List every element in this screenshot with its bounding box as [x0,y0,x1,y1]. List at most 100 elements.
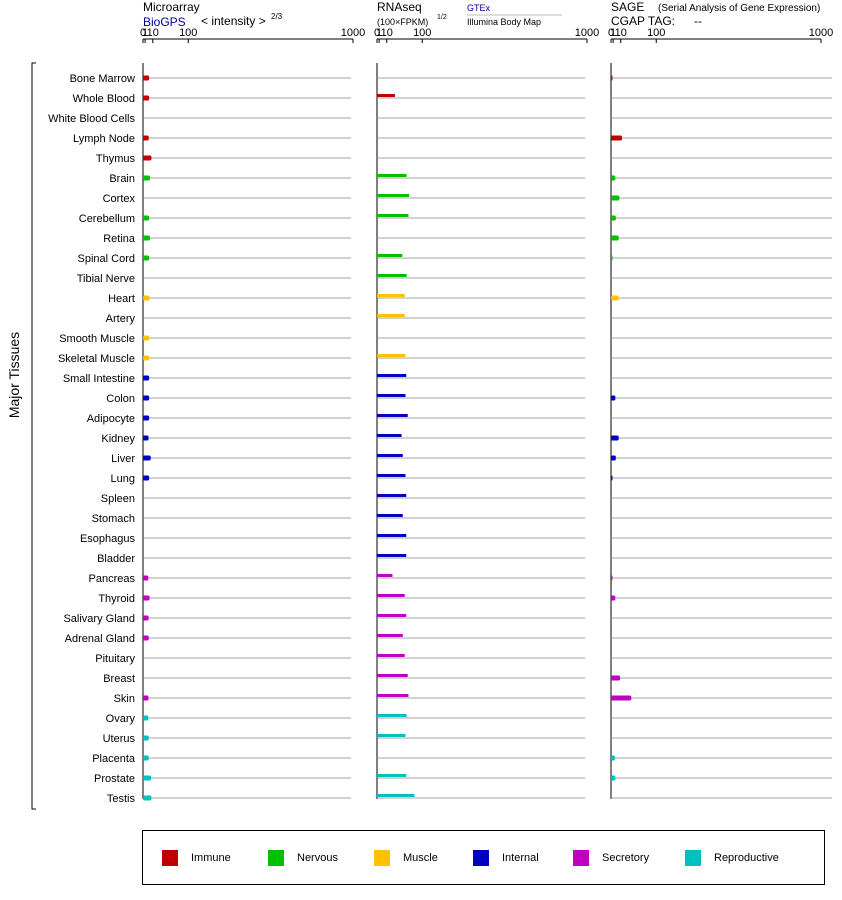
microarray-bar-kidney [143,435,149,441]
tissue-bracket [31,62,36,810]
tissue-label-cortex: Cortex [103,193,136,205]
microarray-bar-bone-marrow [143,75,150,81]
sage-tick-label-1000: 1000 [809,27,833,39]
legend-label-immune: Immune [191,852,231,864]
microarray-bar-spinal-cord [143,255,150,261]
sage-bar-placenta [611,755,615,761]
tissue-label-whole-blood: Whole Blood [73,93,135,105]
sage-bar-breast [611,675,621,681]
legend: Immune Nervous Muscle Internal Secretory… [142,830,825,885]
microarray-bar-brain [143,175,150,181]
rnaseq-bar-skeletal-muscle [377,354,406,357]
sage-title: SAGE [611,0,644,14]
sage-bar-cerebellum [611,215,616,221]
microarray-bar-thymus [143,155,152,161]
microarray-tick-label-1000: 1000 [341,27,365,39]
microarray-bar-thyroid [143,595,150,601]
legend-label-secretory: Secretory [602,852,650,864]
sage-bar-liver [611,455,616,461]
tissue-label-colon: Colon [106,393,135,405]
rnaseq-bar-cortex [377,194,410,197]
microarray-tick-label-100: 100 [179,27,197,39]
sage-bar-lung [611,475,613,481]
sage-bar-spinal-cord [611,255,613,261]
microarray-source: BioGPS [143,15,186,29]
rnaseq-bar-bladder [377,554,407,557]
rnaseq-bar-ovary [377,714,407,717]
tissue-label-retina: Retina [103,233,136,245]
legend-swatch-secretory [573,850,589,866]
microarray-bar-colon [143,395,150,401]
rnaseq-bar-breast [377,674,408,677]
sage-bar-lymph-node [611,135,623,141]
rnaseq-tick-label-10: 10 [381,27,393,39]
microarray-bar-ovary [143,715,149,721]
legend-swatch-reproductive [685,850,701,866]
microarray-bar-adrenal-gland [143,635,149,641]
rnaseq-bar-pancreas [377,574,393,577]
tissue-label-artery: Artery [106,313,136,325]
rnaseq-bar-adrenal-gland [377,634,403,637]
tissue-label-breast: Breast [103,673,135,685]
rnaseq-bar-testis [377,794,415,797]
tissue-label-placenta: Placenta [92,753,136,765]
tissue-label-kidney: Kidney [101,433,135,445]
legend-item-nervous: Nervous [268,850,338,866]
rnaseq-bar-spleen [377,494,407,497]
sage-bar-heart [611,295,619,301]
sage-bar-kidney [611,435,619,441]
sage-bar-brain [611,175,616,181]
rnaseq-bar-heart [377,294,405,297]
sage-bar-retina [611,235,619,241]
microarray-metric: < intensity > [201,14,266,28]
microarray-bar-skin [143,695,149,701]
microarray-bar-cerebellum [143,215,150,221]
tissue-label-lung: Lung [111,473,135,485]
tissue-label-thyroid: Thyroid [98,593,135,605]
sage-tick-label-1: 1 [610,27,616,39]
tissue-label-bone-marrow: Bone Marrow [70,73,135,85]
tissue-label-testis: Testis [107,793,136,805]
tissue-label-liver: Liver [111,453,135,465]
rnaseq-tick-label-100: 100 [413,27,431,39]
rnaseq-source-gtex: GTEx [467,3,491,13]
rnaseq-source-ibm: Illumina Body Map [467,17,541,27]
microarray-bar-placenta [143,755,149,761]
microarray-bar-lung [143,475,150,481]
sage-bar-prostate [611,775,616,781]
legend-item-internal: Internal [473,850,539,866]
legend-label-reproductive: Reproductive [714,852,779,864]
microarray-bar-whole-blood [143,95,150,101]
sage-tag-label: CGAP TAG: [611,14,675,28]
microarray-bar-retina [143,235,150,241]
tissue-label-bladder: Bladder [97,553,135,565]
microarray-bar-prostate [143,775,152,781]
tissue-label-tibial-nerve: Tibial Nerve [77,273,135,285]
tissue-label-thymus: Thymus [96,153,136,165]
sage-bar-bone-marrow [611,75,613,81]
microarray-bar-liver [143,455,151,461]
rnaseq-bar-thyroid [377,594,405,597]
tissue-label-brain: Brain [109,173,135,185]
rnaseq-title: RNAseq [377,0,422,14]
tissue-label-smooth-muscle: Smooth Muscle [59,333,135,345]
rnaseq-bar-liver [377,454,403,457]
tissue-label-small-intestine: Small Intestine [63,373,135,385]
rnaseq-bar-whole-blood [377,94,395,97]
tissue-label-spleen: Spleen [101,493,135,505]
rnaseq-bar-cerebellum [377,214,409,217]
rnaseq-bar-brain [377,174,407,177]
rnaseq-bar-esophagus [377,534,407,537]
microarray-bar-heart [143,295,150,301]
tissue-label-cerebellum: Cerebellum [79,213,135,225]
legend-swatch-nervous [268,850,284,866]
microarray-bar-testis [143,795,152,801]
legend-item-reproductive: Reproductive [685,850,779,866]
rnaseq-bar-skin [377,694,409,697]
microarray-bar-smooth-muscle [143,335,150,341]
tissue-label-pancreas: Pancreas [89,573,136,585]
rnaseq-tick-label-1000: 1000 [575,27,599,39]
legend-swatch-immune [162,850,178,866]
